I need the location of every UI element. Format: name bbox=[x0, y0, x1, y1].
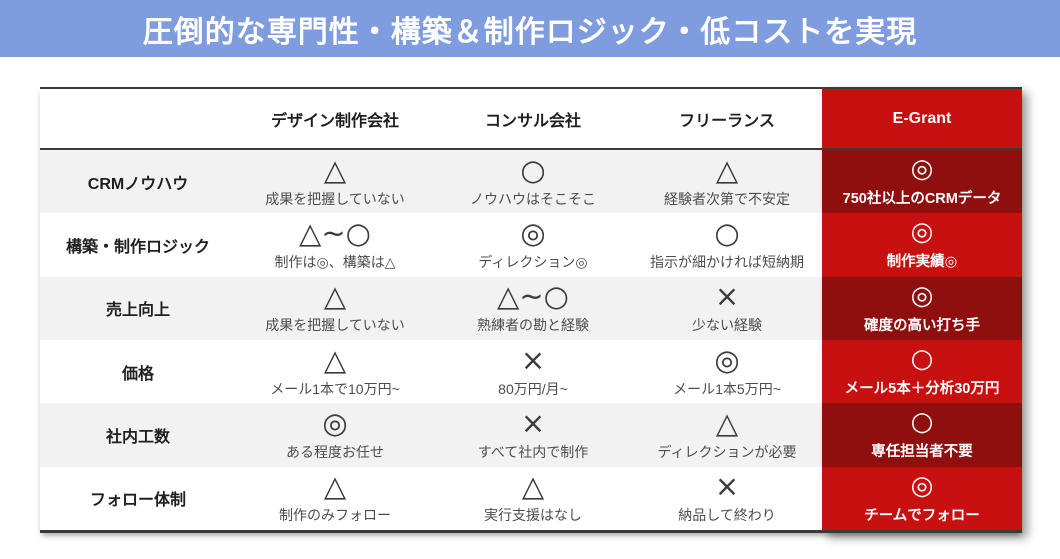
rating-note: 成果を把握していない bbox=[265, 190, 405, 207]
rating-note: 指示が細かければ短納期 bbox=[650, 253, 804, 270]
rating-note: 制作は◎、構築は△ bbox=[274, 253, 396, 270]
row-label-crm-knowhow: CRMノウハウ bbox=[40, 150, 236, 214]
row-label-followup: フォロー体制 bbox=[40, 466, 236, 530]
table-cell: △ 実行支援はなし bbox=[434, 466, 632, 530]
rating-symbol: ◎ bbox=[910, 217, 934, 248]
rating-note: 成果を把握していない bbox=[265, 317, 405, 334]
rating-note: メール1本で10万円~ bbox=[270, 380, 400, 397]
table-cell: ○ ノウハウはそこそこ bbox=[434, 150, 632, 214]
rating-symbol: ◎ bbox=[910, 154, 934, 185]
rating-symbol: ○ bbox=[910, 344, 934, 375]
rating-note: 納品して終わり bbox=[678, 507, 776, 524]
header-banner: 圧倒的な専門性・構築＆制作ロジック・低コストを実現 bbox=[0, 0, 1060, 57]
table-cell: △~○ 制作は◎、構築は△ bbox=[236, 213, 434, 277]
rating-note: チームでフォロー bbox=[864, 507, 980, 524]
table-cell: × 納品して終わり bbox=[632, 466, 822, 530]
rating-symbol: △ bbox=[323, 152, 347, 187]
rating-symbol: △ bbox=[715, 405, 739, 440]
table-cell-egrant: ◎ 750社以上のCRMデータ bbox=[822, 150, 1022, 214]
rating-symbol: △ bbox=[323, 342, 347, 377]
column-header-consulting-company: コンサル会社 bbox=[434, 89, 632, 150]
rating-symbol: × bbox=[714, 279, 740, 314]
rating-note: 750社以上のCRMデータ bbox=[842, 191, 1002, 208]
table-cell: × 80万円/月~ bbox=[434, 339, 632, 404]
row-label-build-logic: 構築・制作ロジック bbox=[40, 213, 236, 277]
table-cell: ○ 指示が細かければ短納期 bbox=[632, 213, 822, 277]
table-cell: ◎ メール1本5万円~ bbox=[632, 339, 822, 404]
rating-note: 実行支援はなし bbox=[484, 507, 582, 524]
table-cell: △ 制作のみフォロー bbox=[236, 466, 434, 530]
rating-note: 専任担当者不要 bbox=[871, 444, 973, 461]
rating-note: 熟練者の勘と経験 bbox=[477, 317, 589, 334]
table-cell-egrant: ◎ 確度の高い打ち手 bbox=[822, 276, 1022, 340]
row-label-price: 価格 bbox=[40, 339, 236, 404]
table-cell: △ 経験者次第で不安定 bbox=[632, 150, 822, 214]
table-cell-egrant: ○ 専任担当者不要 bbox=[822, 403, 1022, 467]
rating-symbol: △ bbox=[521, 469, 545, 504]
rating-symbol: × bbox=[714, 469, 740, 504]
rating-symbol: △ bbox=[323, 279, 347, 314]
rating-symbol: △~○ bbox=[299, 215, 371, 250]
rating-note: メール5本＋分析30万円 bbox=[844, 381, 1000, 398]
table-cell: × 少ない経験 bbox=[632, 276, 822, 340]
rating-note: ノウハウはそこそこ bbox=[470, 190, 596, 207]
rating-symbol: × bbox=[520, 405, 546, 440]
rating-symbol: ○ bbox=[714, 215, 740, 250]
rating-symbol: × bbox=[520, 342, 546, 377]
rating-symbol: ○ bbox=[910, 407, 934, 438]
rating-note: 少ない経験 bbox=[692, 317, 762, 334]
table-cell: △ 成果を把握していない bbox=[236, 150, 434, 214]
rating-note: 経験者次第で不安定 bbox=[664, 190, 790, 207]
table-cell-egrant: ◎ 制作実績◎ bbox=[822, 213, 1022, 277]
rating-note: すべて社内で制作 bbox=[477, 443, 589, 460]
rating-symbol: ◎ bbox=[520, 215, 546, 250]
rating-symbol: ◎ bbox=[714, 342, 740, 377]
rating-symbol: △ bbox=[323, 469, 347, 504]
table-cell: ◎ ディレクション◎ bbox=[434, 213, 632, 277]
column-header-freelance: フリーランス bbox=[632, 89, 822, 150]
comparison-table: デザイン制作会社 コンサル会社 フリーランス E-Grant CRMノウハウ △… bbox=[40, 87, 1022, 533]
banner-title: 圧倒的な専門性・構築＆制作ロジック・低コストを実現 bbox=[142, 15, 918, 49]
rating-note: 80万円/月~ bbox=[498, 380, 568, 397]
rating-note: 制作実績◎ bbox=[886, 254, 958, 271]
rating-symbol: △~○ bbox=[497, 279, 569, 314]
rating-symbol: ◎ bbox=[910, 470, 934, 501]
table-cell: △ 成果を把握していない bbox=[236, 276, 434, 340]
table-cell: △~○ 熟練者の勘と経験 bbox=[434, 276, 632, 340]
rating-note: 制作のみフォロー bbox=[279, 507, 391, 524]
table-cell-egrant: ○ メール5本＋分析30万円 bbox=[822, 339, 1022, 404]
table-cell: △ メール1本で10万円~ bbox=[236, 339, 434, 404]
rating-note: ある程度お任せ bbox=[286, 443, 384, 460]
rating-symbol: △ bbox=[715, 152, 739, 187]
table-cell: ◎ ある程度お任せ bbox=[236, 403, 434, 467]
rating-symbol: ◎ bbox=[910, 280, 934, 311]
header-cell-empty bbox=[40, 89, 236, 150]
rating-note: メール1本5万円~ bbox=[673, 380, 781, 397]
rating-note: ディレクション◎ bbox=[478, 253, 588, 270]
rating-symbol: ○ bbox=[520, 152, 546, 187]
table-cell-egrant: ◎ チームでフォロー bbox=[822, 466, 1022, 530]
rating-symbol: ◎ bbox=[322, 405, 348, 440]
rating-note: 確度の高い打ち手 bbox=[864, 317, 980, 334]
rating-note: ディレクションが必要 bbox=[657, 443, 797, 460]
table-cell: × すべて社内で制作 bbox=[434, 403, 632, 467]
table-cell: △ ディレクションが必要 bbox=[632, 403, 822, 467]
row-label-sales-growth: 売上向上 bbox=[40, 276, 236, 340]
column-header-egrant: E-Grant bbox=[822, 89, 1022, 150]
row-label-inhouse-workload: 社内工数 bbox=[40, 403, 236, 467]
column-header-design-company: デザイン制作会社 bbox=[236, 89, 434, 150]
